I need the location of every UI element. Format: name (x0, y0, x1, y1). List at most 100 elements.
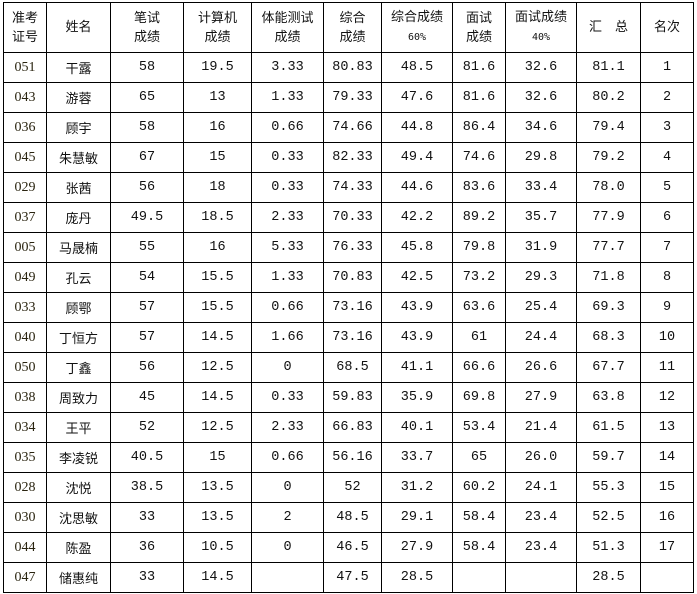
cell-exam-id: 044 (3, 532, 47, 563)
table-row: 043 游蓉 65 13 1.33 79.33 47.6 81.6 32.6 80.2 2 (3, 82, 694, 113)
cell-composite-60pct: 42.2 (381, 202, 453, 233)
cell-computer-score: 19.5 (183, 52, 252, 83)
cell-exam-id: 040 (3, 322, 47, 353)
cell-fitness-score: 2.33 (251, 412, 324, 443)
cell-fitness-score: 1.33 (251, 82, 324, 113)
cell-total: 79.2 (576, 142, 641, 173)
cell-composite-score: 68.5 (323, 352, 382, 383)
table-row: 047 储惠纯 33 14.5 47.5 28.5 28.5 (3, 562, 694, 593)
cell-exam-id: 050 (3, 352, 47, 383)
cell-composite-score: 70.83 (323, 262, 382, 293)
cell-interview-score: 74.6 (452, 142, 506, 173)
cell-interview-score: 79.8 (452, 232, 506, 263)
cell-rank: 9 (640, 292, 694, 323)
cell-computer-score: 13 (183, 82, 252, 113)
cell-fitness-score: 2 (251, 502, 324, 533)
cell-composite-score: 73.16 (323, 292, 382, 323)
cell-name: 干露 (46, 52, 111, 83)
cell-computer-score: 14.5 (183, 562, 252, 593)
cell-interview-score: 89.2 (452, 202, 506, 233)
cell-written-score: 45 (110, 382, 184, 413)
cell-composite-60pct: 43.9 (381, 322, 453, 353)
header-line2: 成绩 (339, 29, 366, 45)
cell-composite-score: 52 (323, 472, 382, 503)
header-line1: 体能测试 (261, 10, 314, 26)
cell-exam-id: 034 (3, 412, 47, 443)
cell-composite-60pct: 41.1 (381, 352, 453, 383)
table-row: 033 顾鄂 57 15.5 0.66 73.16 43.9 63.6 25.4 69.3 9 (3, 292, 694, 323)
cell-exam-id: 051 (3, 52, 47, 83)
cell-interview-40pct (505, 562, 577, 593)
cell-rank: 8 (640, 262, 694, 293)
cell-rank: 10 (640, 322, 694, 353)
cell-interview-40pct: 24.1 (505, 472, 577, 503)
cell-computer-score: 15.5 (183, 292, 252, 323)
cell-fitness-score: 0 (251, 532, 324, 563)
cell-name: 沈思敏 (46, 502, 111, 533)
cell-rank: 7 (640, 232, 694, 263)
score-table: 准考 证号 姓名 笔试 成绩 计算机 成绩 体能测试 成绩 综合 成绩 综合成绩 60% 面试 成绩 面试成绩… (3, 2, 694, 593)
cell-computer-score: 10.5 (183, 532, 252, 563)
cell-composite-60pct: 33.7 (381, 442, 453, 473)
cell-interview-40pct: 29.8 (505, 142, 577, 173)
cell-name: 游蓉 (46, 82, 111, 113)
cell-name: 顾鄂 (46, 292, 111, 323)
table-row: 045 朱慧敏 67 15 0.33 82.33 49.4 74.6 29.8 79.2 4 (3, 142, 694, 173)
cell-composite-score: 70.33 (323, 202, 382, 233)
cell-composite-score: 74.66 (323, 112, 382, 143)
cell-total: 71.8 (576, 262, 641, 293)
cell-exam-id: 043 (3, 82, 47, 113)
header-line1: 汇 总 (588, 20, 628, 35)
cell-total: 59.7 (576, 442, 641, 473)
cell-computer-score: 12.5 (183, 352, 252, 383)
cell-rank: 6 (640, 202, 694, 233)
cell-exam-id: 033 (3, 292, 47, 323)
cell-fitness-score: 5.33 (251, 232, 324, 263)
table-row: 038 周致力 45 14.5 0.33 59.83 35.9 69.8 27.9 63.8 12 (3, 382, 694, 413)
header-line2: 40% (531, 32, 551, 43)
cell-interview-40pct: 27.9 (505, 382, 577, 413)
cell-name: 沈悦 (46, 472, 111, 503)
header-line2: 60% (407, 32, 427, 43)
cell-rank: 12 (640, 382, 694, 413)
cell-written-score: 36 (110, 532, 184, 563)
cell-exam-id: 036 (3, 112, 47, 143)
header-line1: 计算机 (197, 10, 237, 26)
cell-interview-40pct: 25.4 (505, 292, 577, 323)
cell-computer-score: 16 (183, 112, 252, 143)
cell-written-score: 57 (110, 322, 184, 353)
cell-total: 51.3 (576, 532, 641, 563)
cell-rank: 2 (640, 82, 694, 113)
cell-computer-score: 16 (183, 232, 252, 263)
cell-interview-40pct: 23.4 (505, 502, 577, 533)
cell-composite-60pct: 28.5 (381, 562, 453, 593)
header-line1: 准考 (11, 10, 38, 26)
table-body: 051 干露 58 19.5 3.33 80.83 48.5 81.6 32.6 81.1 1 043… (3, 52, 694, 593)
cell-total: 67.7 (576, 352, 641, 383)
header-line2: 成绩 (204, 29, 231, 45)
cell-composite-score: 47.5 (323, 562, 382, 593)
cell-computer-score: 15.5 (183, 262, 252, 293)
cell-interview-40pct: 32.6 (505, 52, 577, 83)
cell-rank: 4 (640, 142, 694, 173)
cell-interview-40pct: 35.7 (505, 202, 577, 233)
cell-exam-id: 038 (3, 382, 47, 413)
cell-name: 储惠纯 (46, 562, 111, 593)
header-line1: 名次 (653, 20, 680, 35)
cell-total: 52.5 (576, 502, 641, 533)
cell-interview-40pct: 34.6 (505, 112, 577, 143)
cell-interview-40pct: 33.4 (505, 172, 577, 203)
cell-name: 丁恒方 (46, 322, 111, 353)
cell-composite-60pct: 35.9 (381, 382, 453, 413)
cell-interview-score: 86.4 (452, 112, 506, 143)
cell-name: 张茜 (46, 172, 111, 203)
table-row: 005 马晟楠 55 16 5.33 76.33 45.8 79.8 31.9 77.7 7 (3, 232, 694, 263)
table-row: 044 陈盈 36 10.5 0 46.5 27.9 58.4 23.4 51.3 17 (3, 532, 694, 563)
cell-composite-score: 66.83 (323, 412, 382, 443)
cell-composite-score: 46.5 (323, 532, 382, 563)
cell-fitness-score: 0 (251, 352, 324, 383)
cell-composite-60pct: 27.9 (381, 532, 453, 563)
cell-name: 庞丹 (46, 202, 111, 233)
cell-written-score: 65 (110, 82, 184, 113)
cell-written-score: 67 (110, 142, 184, 173)
